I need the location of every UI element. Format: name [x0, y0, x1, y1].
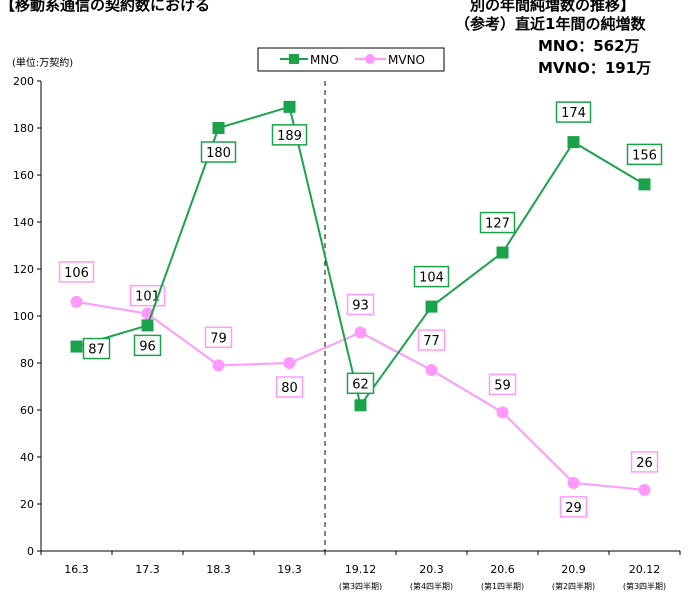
x-tick-label: 20.6 — [490, 563, 515, 576]
legend-mvno-label: MVNO — [388, 53, 425, 67]
mno-data-label-box — [555, 101, 592, 123]
y-tick-label: 60 — [20, 404, 34, 417]
x-tick-label: 20.12 — [629, 563, 661, 576]
mvno-data-label: 106 — [64, 266, 89, 281]
x-tick-sublabel: (第1四半期) — [481, 581, 524, 591]
mvno-data-point — [354, 326, 367, 339]
mno-data-point — [496, 246, 509, 259]
mvno-data-point — [567, 476, 580, 489]
mvno-data-point — [496, 406, 509, 419]
mvno-data-label: 79 — [210, 331, 227, 346]
mno-data-label-box — [413, 265, 450, 288]
y-tick-label: 180 — [13, 122, 34, 135]
mvno-data-label: 59 — [494, 378, 511, 393]
mno-data-point — [425, 300, 438, 313]
reference-line-2: MNO：562万 — [538, 37, 640, 55]
mvno-data-label-box — [275, 376, 304, 398]
x-tick-label: 20.9 — [561, 563, 586, 576]
mvno-data-label-box — [488, 373, 517, 396]
y-tick-label: 80 — [20, 357, 34, 370]
mvno-data-point — [425, 364, 438, 377]
mno-data-point — [212, 122, 225, 134]
x-tick-sublabel: (第2四半期) — [552, 581, 595, 591]
legend-box — [257, 47, 445, 72]
mno-data-point — [567, 136, 580, 149]
mvno-data-label-box — [204, 326, 233, 349]
mvno-data-label-box — [58, 261, 95, 283]
mno-data-label: 180 — [206, 146, 231, 161]
reference-line-3: MVNO：191万 — [538, 59, 652, 77]
mvno-data-label: 80 — [281, 381, 298, 396]
y-tick-label: 20 — [20, 498, 34, 511]
mno-data-label: 189 — [277, 129, 302, 144]
mvno-data-label: 77 — [423, 334, 440, 349]
x-tick-label: 19.12 — [345, 563, 377, 576]
mno-data-point — [354, 399, 367, 412]
mvno-data-point — [283, 357, 296, 369]
y-tick-label: 200 — [13, 75, 34, 88]
mno-data-label: 156 — [632, 148, 657, 163]
mno-series-line — [76, 105, 646, 408]
y-tick-label: 140 — [13, 216, 34, 229]
y-tick-label: 100 — [13, 310, 34, 323]
legend-mno-marker — [289, 54, 299, 64]
mno-data-point — [283, 100, 296, 113]
mvno-data-label-box — [559, 496, 588, 518]
mvno-data-point — [212, 359, 225, 372]
mno-data-label: 87 — [88, 343, 105, 358]
y-tick-label: 40 — [20, 451, 34, 464]
mno-data-label-box — [133, 334, 162, 357]
top-right-fragment: 別の年間純増数の推移】 — [470, 0, 636, 14]
mno-data-point — [141, 319, 154, 332]
mno-data-label-box — [82, 337, 111, 360]
legend-mvno-marker — [365, 54, 375, 64]
x-tick-sublabel: (第4四半期) — [410, 581, 453, 591]
mno-data-label-box — [346, 372, 375, 395]
x-tick-sublabel: (第3四半期) — [623, 581, 666, 591]
reference-line-1: （参考）直近1年間の純増数 — [455, 15, 646, 33]
mno-data-label-box — [200, 141, 237, 163]
top-left-fragment: 【移動系通信の契約数における — [0, 0, 211, 14]
mno-data-label: 104 — [419, 271, 444, 286]
mno-data-label: 62 — [352, 377, 369, 392]
mno-data-label: 127 — [485, 217, 510, 232]
mvno-data-label-box — [417, 329, 446, 351]
mvno-data-label: 26 — [636, 456, 653, 471]
unit-label: (単位:万契約) — [12, 56, 73, 69]
plot-area: 106 101 79 80 93 77 59 29 26 87 96 180 189 62 104 127 17… — [58, 100, 663, 518]
mno-data-point — [70, 340, 83, 353]
mvno-data-label: 93 — [352, 298, 369, 313]
x-tick-label: 17.3 — [135, 563, 160, 576]
mvno-data-point — [70, 295, 83, 308]
x-tick-label: 19.3 — [277, 563, 302, 576]
x-tick-label: 20.3 — [419, 563, 444, 576]
mvno-data-label-box — [630, 451, 659, 473]
mno-data-label: 174 — [561, 106, 586, 121]
y-tick-label: 0 — [27, 545, 34, 558]
mno-data-label: 96 — [139, 339, 156, 354]
axes: 0 20 40 60 80 100 120 140 160 180 200 16.3 17.3 18.3 1… — [13, 75, 681, 591]
mvno-data-point — [638, 483, 651, 496]
mvno-data-label: 101 — [135, 290, 160, 305]
mno-data-point — [638, 178, 651, 191]
mno-data-label-box — [479, 211, 516, 234]
mno-data-label-box — [626, 143, 663, 166]
x-tick-sublabel: (第3四半期) — [339, 581, 382, 591]
mno-data-label-box — [271, 124, 308, 146]
x-tick-label: 18.3 — [206, 563, 231, 576]
mvno-data-label-box — [346, 293, 375, 316]
y-tick-label: 160 — [13, 169, 34, 182]
x-tick-label: 16.3 — [64, 563, 89, 576]
legend-mno-label: MNO — [310, 53, 339, 67]
legend: MNO MVNO — [257, 47, 445, 72]
y-tick-label: 120 — [13, 263, 34, 276]
mvno-data-label: 29 — [565, 501, 582, 516]
